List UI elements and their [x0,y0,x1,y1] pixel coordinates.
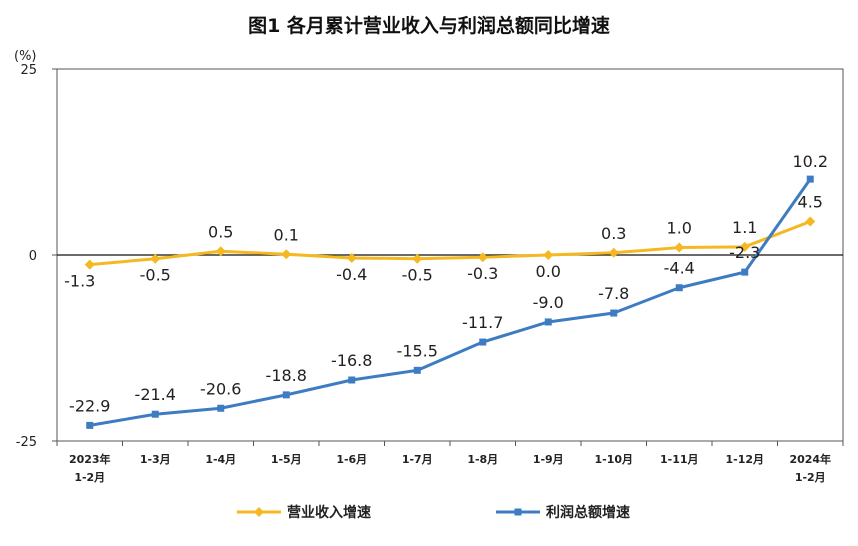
data-point-marker [806,175,814,183]
data-point-marker [543,250,554,260]
data-label: 1.0 [667,219,692,238]
data-point-marker [413,366,421,374]
data-point-marker [348,376,356,384]
data-point-marker [86,421,94,429]
x-tick-label-line: 1-5月 [271,453,302,466]
data-label: -16.8 [331,351,372,370]
data-label: -1.3 [64,272,95,291]
data-point-marker [741,268,749,276]
legend: 营业收入增速 利润总额增速 [237,504,630,521]
x-tick-label: 1-7月 [402,453,433,466]
data-label: 1.1 [732,218,757,237]
y-tick-labels: 25 0 -25 [16,63,37,450]
data-label: -9.0 [533,293,564,312]
y-unit-label: (%) [14,49,37,64]
x-tick-label: 1-8月 [467,453,498,466]
series-line-2 [89,178,812,427]
x-tick-label: 1-5月 [271,453,302,466]
x-tick-label-line: 1-2月 [74,471,105,484]
x-tick-label-line: 1-2月 [795,471,826,484]
data-label: 4.5 [798,193,823,212]
data-point-marker [217,404,225,412]
data-point-marker [477,252,488,263]
data-label: -2.3 [729,243,760,262]
data-point-marker [479,338,487,346]
data-label: 0.3 [601,224,626,243]
x-tick-label-line: 1-8月 [467,453,498,466]
data-point-marker [84,259,95,270]
data-point-marker [674,242,685,253]
data-label: 0.1 [274,225,299,244]
x-tick-label: 1-11月 [660,453,699,466]
y-tick-label: -25 [16,435,37,450]
x-tick-labels: 2023年 1-2月 1-3月 1-4月 1-5月 1-6月 1-7月 1-8月 1-9月 1-1… [69,452,831,484]
data-label: -15.5 [397,341,438,360]
chart-title: 图1 各月累计营业收入与利润总额同比增速 [248,14,610,37]
x-tick-label-line: 2024年 [789,452,831,466]
x-tick-label-line: 1-12月 [725,453,764,466]
x-tick-label-line: 1-4月 [205,453,236,466]
data-point-marker [610,309,618,317]
data-label: 10.2 [792,152,828,171]
x-tick-label: 1-6月 [336,453,367,466]
data-label: -22.9 [69,396,110,415]
data-point-marker [281,249,292,260]
x-tick-label: 1-12月 [725,453,764,466]
data-label: -7.8 [598,284,629,303]
x-tick-label: 2023年 1-2月 [69,452,111,484]
data-point-marker [215,246,226,257]
data-label: 0.0 [536,262,561,281]
series-group [84,175,816,429]
series-line-1 [89,220,811,267]
data-label: 0.5 [208,222,233,241]
data-point-marker [412,253,423,264]
x-tick-label: 2024年 1-2月 [789,452,831,484]
x-tick-label: 1-10月 [594,453,633,466]
data-point-marker [150,253,161,264]
data-label: -0.3 [467,264,498,283]
x-tick-label-line: 1-3月 [140,453,171,466]
x-tick-label: 1-4月 [205,453,236,466]
data-label: -20.6 [200,379,241,398]
data-point-marker [675,284,683,292]
data-point-marker [739,241,750,252]
x-tick-label-line: 1-9月 [533,453,564,466]
data-label: -0.4 [336,265,367,284]
legend-marker [514,508,522,516]
data-label: -18.8 [266,366,307,385]
y-tick-label: 0 [29,249,37,264]
data-point-marker [544,318,552,326]
data-point-marker [608,247,619,258]
x-tick-label-line: 1-11月 [660,453,699,466]
legend-label: 利润总额增速 [546,504,630,521]
x-tick-label: 1-9月 [533,453,564,466]
data-point-marker [346,252,357,263]
x-tick-label-line: 1-7月 [402,453,433,466]
data-labels: -1.3 -0.5 0.5 0.1 -0.4 -0.5 -0.3 0.0 0.3 1.0 1.1 4.… [64,152,828,415]
y-tick-label: 25 [20,63,37,78]
x-tick-label-line: 1-10月 [594,453,633,466]
data-label: -0.5 [402,266,433,285]
data-label: -21.4 [135,385,176,404]
data-point-marker [282,391,290,399]
data-label: -0.5 [140,266,171,285]
legend-marker [254,507,264,517]
data-point-marker [151,410,159,418]
x-tick-label: 1-3月 [140,453,171,466]
legend-label: 营业收入增速 [287,504,371,521]
x-tick-label-line: 1-6月 [336,453,367,466]
data-label: -11.7 [462,313,503,332]
x-tick-label-line: 2023年 [69,452,111,466]
data-point-marker [805,216,816,227]
data-label: -4.4 [664,259,695,278]
